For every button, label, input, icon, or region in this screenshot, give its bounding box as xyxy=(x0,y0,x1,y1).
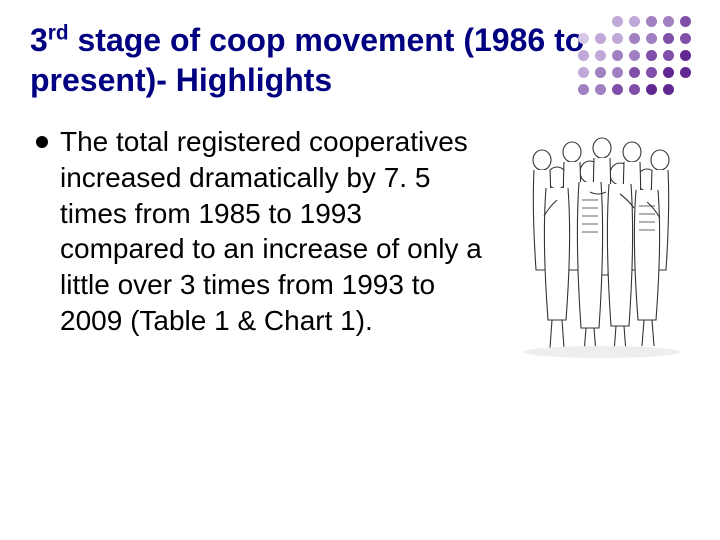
deco-dot xyxy=(612,16,623,27)
deco-dot xyxy=(629,33,640,44)
deco-dot xyxy=(612,67,623,78)
deco-dot xyxy=(663,50,674,61)
deco-dot xyxy=(646,84,657,95)
deco-dot xyxy=(680,33,691,44)
deco-dot xyxy=(646,67,657,78)
deco-dot xyxy=(612,50,623,61)
deco-dot xyxy=(646,50,657,61)
deco-dot xyxy=(578,50,589,61)
deco-dot xyxy=(595,84,606,95)
deco-dot xyxy=(612,84,623,95)
bullet-icon xyxy=(36,136,48,148)
deco-dot xyxy=(578,33,589,44)
deco-dot xyxy=(646,16,657,27)
title-post-sup: stage of coop movement (1986 to present)… xyxy=(30,22,584,98)
deco-dot xyxy=(680,16,691,27)
deco-dot xyxy=(629,50,640,61)
bullet-text: The total registered cooperatives increa… xyxy=(60,124,490,339)
deco-dot xyxy=(629,67,640,78)
deco-dot xyxy=(663,16,674,27)
deco-dot xyxy=(663,33,674,44)
deco-dot xyxy=(612,33,623,44)
title-sup: rd xyxy=(48,21,69,44)
deco-dot xyxy=(595,67,606,78)
deco-dot xyxy=(663,67,674,78)
deco-dot xyxy=(680,67,691,78)
deco-dot xyxy=(680,50,691,61)
bullet-col xyxy=(30,124,60,148)
deco-dot xyxy=(595,50,606,61)
deco-dot xyxy=(629,16,640,27)
deco-dot xyxy=(629,84,640,95)
deco-dot xyxy=(578,84,589,95)
corner-dot-decoration xyxy=(578,16,698,106)
deco-dot xyxy=(646,33,657,44)
people-illustration xyxy=(502,130,702,360)
deco-dot xyxy=(663,84,674,95)
deco-dot xyxy=(595,33,606,44)
deco-dot xyxy=(578,67,589,78)
title-pre-sup: 3 xyxy=(30,22,48,58)
